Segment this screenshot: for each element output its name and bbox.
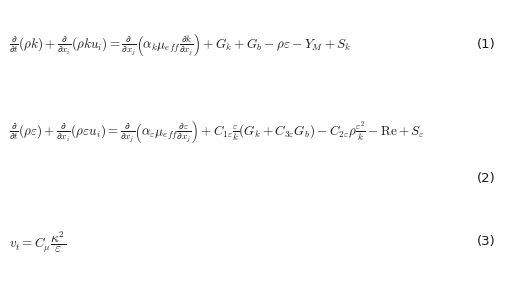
Text: $\frac{\partial}{\partial t}(\rho k) + \frac{\partial}{\partial x_i}(\rho ku_i) : $\frac{\partial}{\partial t}(\rho k) + \… bbox=[9, 31, 352, 58]
Text: (3): (3) bbox=[477, 235, 495, 249]
Text: $v_t = C_\mu\dfrac{\kappa^2}{\varepsilon}$: $v_t = C_\mu\dfrac{\kappa^2}{\varepsilon… bbox=[9, 229, 67, 255]
Text: (1): (1) bbox=[477, 38, 495, 51]
Text: $\frac{\partial}{\partial t}(\rho\varepsilon) + \frac{\partial}{\partial x_i}(\r: $\frac{\partial}{\partial t}(\rho\vareps… bbox=[9, 118, 425, 145]
Text: (2): (2) bbox=[477, 172, 495, 185]
